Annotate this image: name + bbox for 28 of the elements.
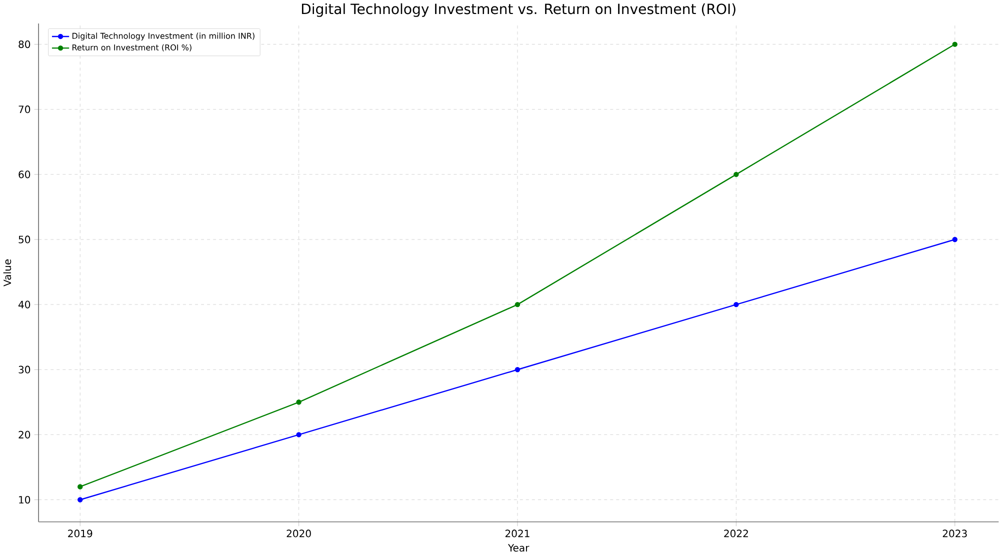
y-tick-label: 30 (18, 366, 30, 374)
x-axis-title: Year (508, 544, 530, 552)
y-tick-label: 70 (18, 106, 30, 114)
point (296, 432, 302, 438)
y-axis-title: Value (3, 259, 12, 286)
point (78, 497, 83, 502)
point (78, 484, 83, 490)
y-tick-label: 10 (19, 496, 30, 504)
point (734, 302, 739, 308)
x-tick-label: 2022 (724, 530, 748, 538)
y-tick-label: 40 (18, 300, 30, 308)
x-tick-label: 2021 (505, 530, 530, 538)
point (296, 400, 302, 405)
point (734, 172, 739, 178)
x-tick-label: 2019 (68, 530, 92, 538)
y-tick-label: 80 (18, 40, 30, 48)
point (952, 236, 958, 242)
y-tick-label: 50 (18, 236, 30, 244)
legend-label: Digital Technology Investment (in million INR) (72, 32, 254, 40)
point (514, 367, 520, 372)
x-tick-label: 2023 (942, 530, 967, 538)
legend-label: Return on Investment (ROI %) (72, 44, 192, 52)
y-tick-label: 20 (18, 430, 30, 438)
point (952, 42, 958, 47)
point (514, 302, 520, 308)
y-tick-label: 60 (18, 170, 30, 178)
chart-title: Digital Technology Investment vs. Return on Investment (ROI) (302, 3, 736, 17)
x-tick-label: 2020 (286, 530, 311, 538)
